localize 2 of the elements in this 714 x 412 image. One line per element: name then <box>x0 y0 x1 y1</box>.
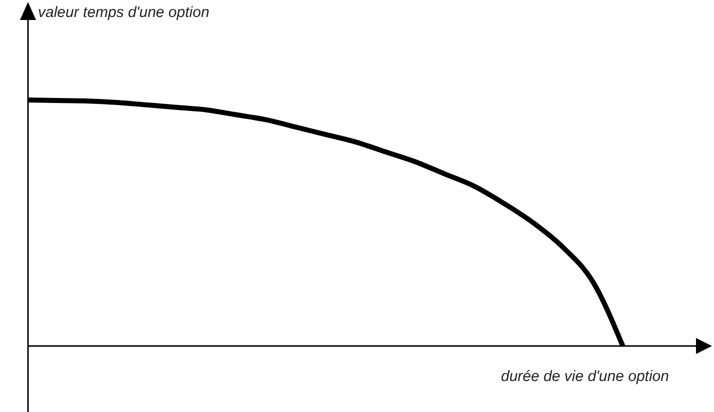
x-axis-title: durée de vie d'une option <box>501 368 669 385</box>
text: valeur temps d'une option <box>38 4 210 21</box>
